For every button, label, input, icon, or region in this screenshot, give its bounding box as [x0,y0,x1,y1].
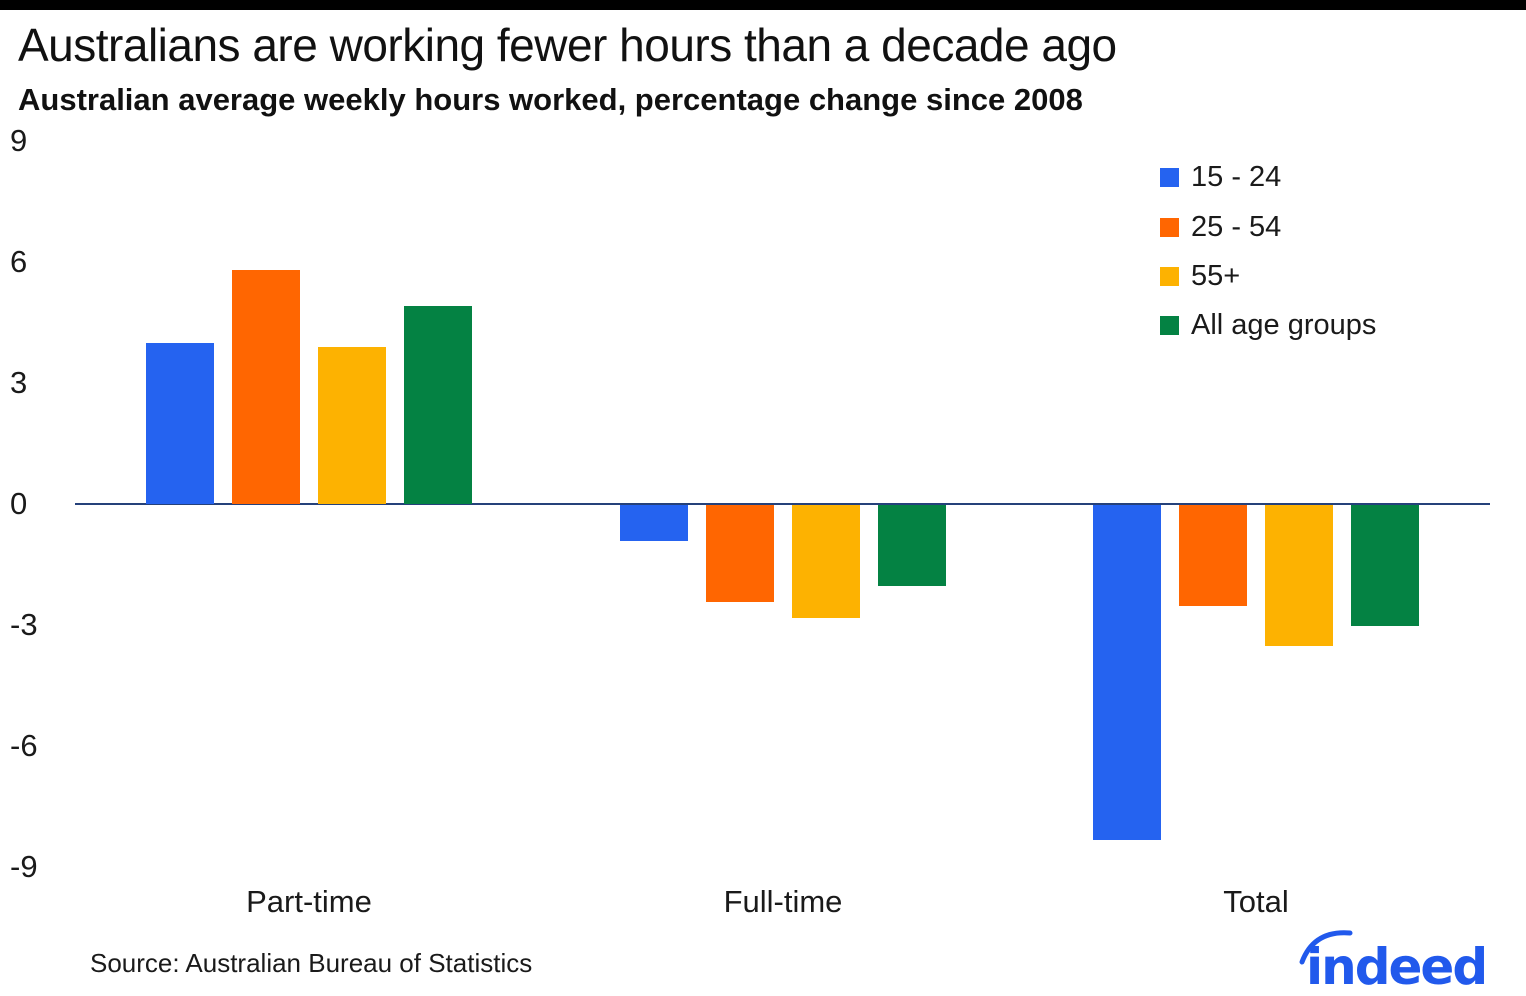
legend-item-all-age-groups: All age groups [1160,309,1376,342]
bar-full-time-15-24 [620,505,688,542]
legend-label: All age groups [1191,309,1377,341]
bar-full-time-25-54 [706,505,774,602]
category-label-part-time: Part-time [246,884,372,919]
bar-full-time-all-age-groups [878,505,946,586]
y-tick-label: 3 [10,365,28,400]
logo-swoosh-icon [1299,930,1353,965]
bar-part-time-15-24 [146,342,214,504]
y-tick-label: -6 [10,727,38,763]
bar-part-time-25-54 [232,270,300,504]
chart-title: Australians are working fewer hours than… [18,19,1117,71]
legend-label: 15 - 24 [1191,161,1282,193]
legend-item-25-54: 25 - 54 [1160,211,1281,244]
legend-swatch-icon [1160,316,1179,335]
y-tick-label: -3 [10,606,38,642]
legend-swatch-icon [1160,168,1179,187]
legend-item-55+: 55+ [1160,260,1240,293]
zero-axis-line [75,503,1490,505]
bar-total-55+ [1265,505,1333,647]
logo-wordmark: indeed [1306,938,1486,994]
legend-label: 25 - 54 [1191,211,1282,243]
category-label-full-time: Full-time [723,884,843,919]
bar-full-time-55+ [792,505,860,618]
bar-part-time-all-age-groups [404,306,472,504]
indeed-logo: indeed [1299,930,1488,994]
source-note: Source: Australian Bureau of Statistics [90,948,533,978]
bar-total-all-age-groups [1351,505,1419,626]
bar-part-time-55+ [318,346,386,504]
legend-item-15-24: 15 - 24 [1160,161,1281,194]
category-label-total: Total [1223,884,1289,919]
bar-total-25-54 [1179,505,1247,606]
top-black-bar [0,0,1526,10]
legend-swatch-icon [1160,218,1179,237]
y-tick-label: -9 [10,848,38,884]
legend-swatch-icon [1160,267,1179,286]
legend-label: 55+ [1191,260,1241,292]
bar-total-15-24 [1093,505,1161,840]
y-tick-label: 0 [10,486,28,521]
chart-subtitle: Australian average weekly hours worked, … [18,82,1083,117]
y-tick-label: 9 [10,123,28,159]
y-tick-label: 6 [10,244,28,280]
